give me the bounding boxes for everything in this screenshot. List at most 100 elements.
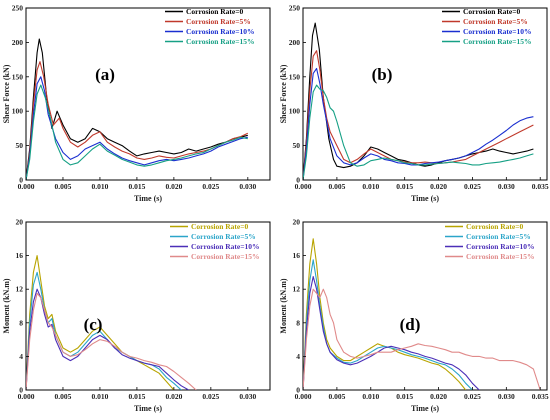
panel-d-legend-label-3: Corrosion Rate=15% xyxy=(466,252,535,261)
panel-c-ytick-label-4: 16 xyxy=(16,251,24,260)
panel-a-x-axis-label: Time (s) xyxy=(134,194,162,203)
panel-b-legend-label-2: Corrosion Rate=10% xyxy=(463,27,532,36)
panel-d-xtick-label-5: 0.025 xyxy=(464,392,481,401)
panel-d-series-corrosion-rate-15 xyxy=(303,288,541,390)
panel-c-series-corrosion-rate-15 xyxy=(26,292,197,390)
panel-c-series-group xyxy=(26,255,197,390)
panel-d-ytick-label-4: 16 xyxy=(293,251,301,260)
panel-d-xtick-label-3: 0.015 xyxy=(396,392,413,401)
panel-d-legend-label-0: Corrosion Rate=0 xyxy=(466,222,524,231)
panel-d-xtick-label-6: 0.030 xyxy=(498,392,515,401)
panel-a-xtick-label-4: 0.020 xyxy=(165,182,182,191)
panel-d-xtick-label-2: 0.010 xyxy=(362,392,379,401)
panel-d-panel-label: (d) xyxy=(400,315,421,334)
panel-d-series-corrosion-rate-10 xyxy=(303,276,480,390)
panel-c-series-corrosion-rate-10 xyxy=(26,288,189,390)
panel-a-xtick-label-6: 0.030 xyxy=(239,182,256,191)
panel-a-xtick-label-0: 0.000 xyxy=(18,182,35,191)
panel-b-ytick-label-5: 250 xyxy=(289,4,301,13)
panel-a-ytick-label-0: 0 xyxy=(19,176,23,185)
panel-c-xtick-label-0: 0.000 xyxy=(18,392,35,401)
panel-c-ytick-label-5: 20 xyxy=(16,218,24,227)
panel-c-legend-label-1: Corrosion Rate=5% xyxy=(191,232,256,241)
panel-b-xtick-label-6: 0.030 xyxy=(498,182,515,191)
panel-b-legend-label-1: Corrosion Rate=5% xyxy=(463,17,528,26)
panel-d-xtick-label-1: 0.005 xyxy=(328,392,345,401)
panel-d-plot-frame xyxy=(302,221,548,391)
panel-a-series-corrosion-rate-5 xyxy=(26,61,249,180)
panel-c-ytick-label-0: 0 xyxy=(19,386,23,395)
panel-a-ytick-label-4: 200 xyxy=(12,38,24,47)
panel-b-xtick-label-1: 0.005 xyxy=(328,182,345,191)
panel-c-xtick-label-5: 0.025 xyxy=(202,392,219,401)
panel-d-x-axis-label: Time (s) xyxy=(411,404,439,413)
panel-b-xtick-label-0: 0.000 xyxy=(295,182,312,191)
panel-c-ytick-label-3: 12 xyxy=(16,285,24,294)
panel-d: 0.000 0.005 0.010 0.015 0.020 0.025 0.030 0.035… xyxy=(279,218,549,414)
panel-d-xtick-label-7: 0.035 xyxy=(532,392,549,401)
panel-d-xtick-label-0: 0.000 xyxy=(295,392,312,401)
panel-a-plot-frame xyxy=(25,7,271,181)
panel-c: 0.000 0.005 0.010 0.015 0.020 0.025 0.030 0 4 8 12… xyxy=(2,218,271,413)
panel-b-xtick-label-5: 0.025 xyxy=(464,182,481,191)
panel-a-xtick-label-3: 0.015 xyxy=(128,182,145,191)
panel-b-ytick-label-0: 0 xyxy=(296,176,300,185)
panel-d-ytick-label-0: 0 xyxy=(296,386,300,395)
panel-c-legend-label-3: Corrosion Rate=15% xyxy=(191,252,260,261)
panel-b-xtick-label-7: 0.035 xyxy=(532,182,549,191)
panel-a-xtick-label-1: 0.005 xyxy=(55,182,72,191)
panel-a-legend-label-1: Corrosion Rate=5% xyxy=(186,17,251,26)
panel-b-xtick-label-3: 0.015 xyxy=(396,182,413,191)
panel-c-panel-label: (c) xyxy=(84,315,103,334)
panel-a-y-axis-label: Shear Force (kN) xyxy=(2,64,11,123)
panel-c-xtick-label-1: 0.005 xyxy=(55,392,72,401)
panel-c-plot-frame xyxy=(25,221,271,391)
panel-c-ytick-label-1: 4 xyxy=(19,352,23,361)
panel-b-plot-frame xyxy=(302,7,548,181)
panel-b-ytick-label-2: 100 xyxy=(289,107,301,116)
panel-c-y-axis-label: Moment (kN.m) xyxy=(2,278,11,333)
panel-d-legend-label-2: Corrosion Rate=10% xyxy=(466,242,535,251)
panel-d-xtick-label-4: 0.020 xyxy=(430,392,447,401)
panel-c-xtick-label-6: 0.030 xyxy=(239,392,256,401)
panel-c-x-axis-label: Time (s) xyxy=(134,404,162,413)
panel-a-series-group xyxy=(26,38,249,180)
panel-c-xtick-label-3: 0.015 xyxy=(128,392,145,401)
panel-d-series-corrosion-rate-0 xyxy=(303,238,467,390)
panel-b-series-corrosion-rate-5 xyxy=(303,50,534,180)
panel-a-xtick-label-5: 0.025 xyxy=(202,182,219,191)
panel-d-ytick-label-1: 4 xyxy=(296,352,300,361)
panel-a-panel-label: (a) xyxy=(95,65,115,84)
panel-c-legend-label-2: Corrosion Rate=10% xyxy=(191,242,260,251)
panel-a-ytick-label-1: 50 xyxy=(16,141,24,150)
panel-a-legend-label-0: Corrosion Rate=0 xyxy=(186,7,244,16)
panel-c-ytick-label-2: 8 xyxy=(19,318,23,327)
panel-b-xtick-label-4: 0.020 xyxy=(430,182,447,191)
panel-c-legend-label-0: Corrosion Rate=0 xyxy=(191,222,249,231)
panel-c-series-corrosion-rate-0 xyxy=(26,255,175,390)
panel-a-legend-label-3: Corrosion Rate=15% xyxy=(186,37,255,46)
panel-a-xtick-label-2: 0.010 xyxy=(92,182,109,191)
panel-b-legend-label-0: Corrosion Rate=0 xyxy=(463,7,521,16)
panel-a-ytick-label-5: 250 xyxy=(12,4,24,13)
panel-a-series-corrosion-rate-15 xyxy=(26,84,248,180)
panel-c-xtick-label-2: 0.010 xyxy=(92,392,109,401)
panel-a-ytick-label-2: 100 xyxy=(12,107,24,116)
panel-b-ytick-label-1: 50 xyxy=(293,141,301,150)
panel-a-legend-label-2: Corrosion Rate=10% xyxy=(186,27,255,36)
panel-b-series-corrosion-rate-15 xyxy=(303,84,534,180)
panel-b-ytick-label-3: 150 xyxy=(289,72,301,81)
panel-b-legend-label-3: Corrosion Rate=15% xyxy=(463,37,532,46)
panel-b-series-corrosion-rate-10 xyxy=(303,67,534,180)
panel-d-y-axis-label: Moment (kN.m) xyxy=(279,278,288,333)
panel-b: 0.000 0.005 0.010 0.015 0.020 0.025 0.030 0.035… xyxy=(279,4,549,204)
panel-a-series-corrosion-rate-0 xyxy=(26,38,248,180)
panel-b-xtick-label-2: 0.010 xyxy=(362,182,379,191)
panel-d-ytick-label-2: 8 xyxy=(296,318,300,327)
panel-d-ytick-label-3: 12 xyxy=(293,285,301,294)
